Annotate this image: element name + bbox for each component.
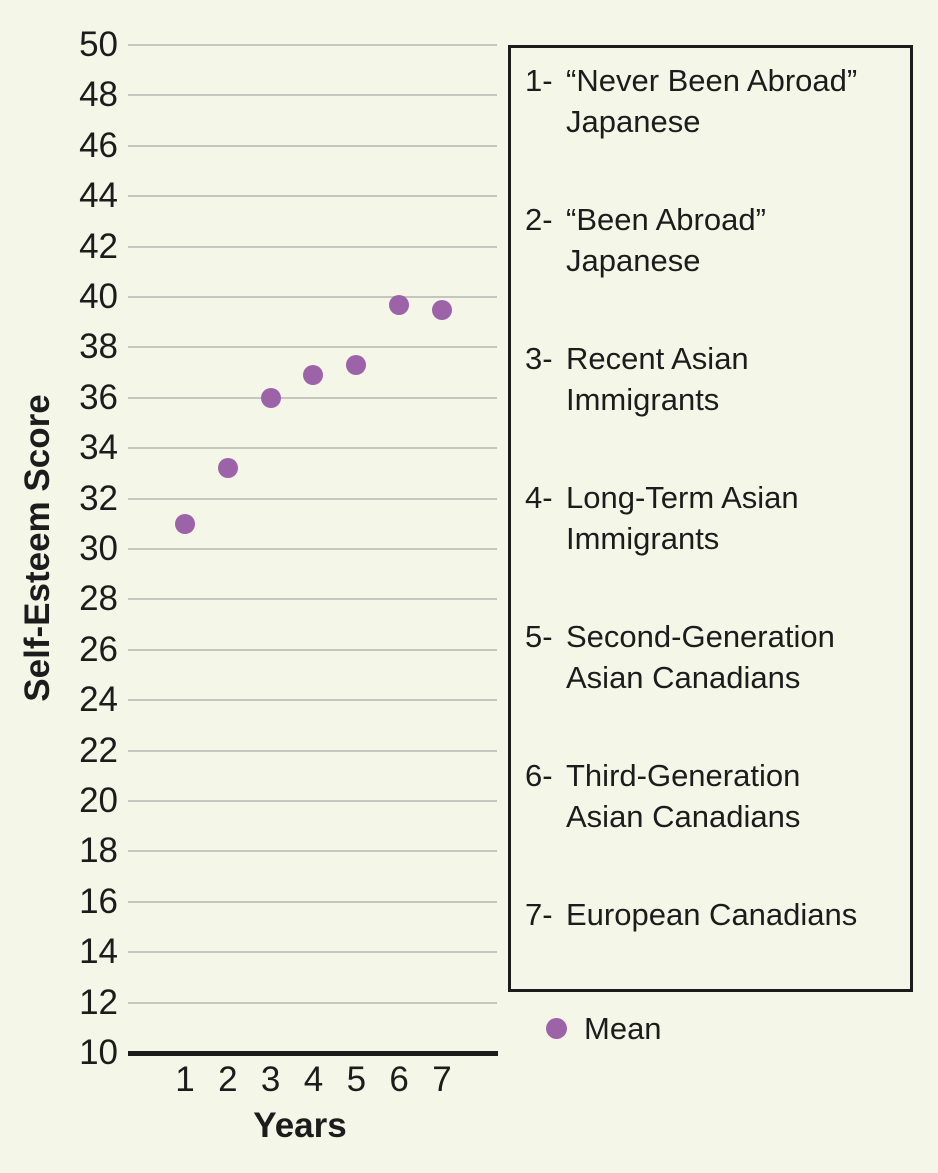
y-tick-label: 26 — [79, 629, 118, 669]
legend-item-text: “Never Been Abroad” Japanese — [566, 60, 857, 142]
legend-item-number: 6- — [525, 758, 553, 793]
y-tick-label: 50 — [79, 25, 118, 64]
x-tick-label: 7 — [432, 1060, 452, 1099]
gridline — [128, 447, 497, 450]
legend-item-line1: Second-Generation — [566, 619, 835, 654]
data-point-2 — [217, 458, 238, 479]
legend-item-text: Third-Generation Asian Canadians — [566, 755, 800, 837]
gridline — [128, 1001, 497, 1004]
gridline — [128, 850, 497, 853]
y-tick-label: 28 — [79, 579, 118, 619]
gridline — [128, 497, 497, 500]
legend-item-2: 2- “Been Abroad” Japanese — [525, 199, 902, 281]
legend-item-3: 3- Recent Asian Immigrants — [525, 338, 902, 420]
x-tick-label: 1 — [175, 1060, 195, 1099]
gridline — [128, 951, 497, 954]
gridline — [128, 346, 497, 349]
y-tick-label: 12 — [79, 982, 118, 1022]
legend-item-1: 1- “Never Been Abroad” Japanese — [525, 60, 902, 142]
gridline — [128, 94, 497, 97]
y-tick-label: 40 — [79, 277, 118, 316]
legend-item-number: 3- — [525, 341, 553, 376]
series-legend-label: Mean — [584, 1011, 662, 1046]
y-tick-label: 16 — [79, 881, 118, 921]
gridline — [128, 195, 497, 198]
gridline — [128, 44, 497, 46]
legend-item-text: European Canadians — [566, 894, 857, 935]
gridline — [128, 144, 497, 147]
y-tick-label: 38 — [79, 327, 118, 367]
x-tick-label: 6 — [389, 1060, 409, 1099]
series-legend: Mean — [546, 1008, 662, 1049]
y-tick-label: 48 — [79, 75, 118, 115]
gridline — [128, 648, 497, 651]
gridline — [128, 900, 497, 903]
y-tick-label: 22 — [79, 730, 118, 770]
x-tick-label: 4 — [303, 1060, 324, 1099]
y-tick-label: 42 — [79, 226, 118, 266]
y-tick-label: 18 — [79, 831, 118, 871]
legend-item-line2: Asian Canadians — [566, 660, 801, 695]
legend-item-text: Long-Term Asian Immigrants — [566, 477, 799, 559]
y-tick-label: 46 — [79, 125, 118, 165]
gridline — [128, 598, 497, 601]
gridline — [128, 749, 497, 752]
data-point-3 — [260, 387, 281, 408]
legend-item-5: 5- Second-Generation Asian Canadians — [525, 616, 902, 698]
y-tick-label: 24 — [79, 680, 118, 720]
y-tick-label: 32 — [79, 478, 118, 518]
legend-item-line2: Japanese — [566, 104, 701, 139]
x-tick-label: 3 — [260, 1060, 281, 1099]
legend-item-line1: Long-Term Asian — [566, 480, 799, 515]
gridline — [128, 296, 497, 298]
gridline — [128, 800, 497, 802]
gridline — [128, 699, 497, 702]
legend-item-text: “Been Abroad” Japanese — [566, 199, 766, 281]
legend-item-line1: Third-Generation — [566, 758, 801, 793]
legend-item-text: Second-Generation Asian Canadians — [566, 616, 835, 698]
legend-item-4: 4- Long-Term Asian Immigrants — [525, 477, 902, 559]
y-tick-label: 10 — [79, 1033, 118, 1072]
legend-item-line1: European Canadians — [566, 897, 858, 932]
y-tick-label: 20 — [79, 781, 118, 820]
legend-item-line2: Immigrants — [566, 382, 720, 417]
gridline — [128, 548, 497, 550]
legend-item-number: 7- — [525, 897, 553, 932]
gridline — [128, 245, 497, 248]
legend-item-line2: Immigrants — [566, 521, 720, 556]
legend-item-number: 4- — [525, 480, 553, 515]
y-tick-label: 36 — [79, 377, 118, 417]
legend-item-number: 2- — [525, 202, 553, 237]
legend-item-6: 6- Third-Generation Asian Canadians — [525, 755, 902, 837]
x-axis-title: Years — [253, 1106, 347, 1145]
legend-item-line2: Japanese — [566, 243, 701, 278]
data-point-5 — [346, 355, 367, 376]
data-point-4 — [303, 365, 324, 386]
legend-item-number: 1- — [525, 63, 553, 98]
legend-item-text: Recent Asian Immigrants — [566, 338, 749, 420]
gridline — [128, 396, 497, 399]
data-point-1 — [175, 513, 195, 534]
legend-item-7: 7- European Canadians — [525, 894, 902, 935]
legend-item-line1: “Been Abroad” — [566, 202, 766, 237]
data-point-6 — [389, 294, 410, 315]
legend-box: 1- “Never Been Abroad” Japanese 2- “Been… — [508, 45, 913, 992]
data-point-7 — [431, 299, 452, 320]
legend-item-line1: “Never Been Abroad” — [566, 63, 858, 98]
x-axis-line — [128, 1051, 498, 1056]
x-tick-label: 2 — [218, 1060, 238, 1099]
x-tick-label: 5 — [346, 1060, 367, 1099]
legend-item-number: 5- — [525, 619, 553, 654]
y-tick-label: 14 — [79, 932, 118, 972]
y-tick-label: 34 — [79, 428, 118, 468]
legend-item-line2: Asian Canadians — [566, 799, 801, 834]
y-tick-label: 44 — [79, 176, 118, 216]
y-tick-label: 30 — [79, 529, 118, 568]
legend-item-line1: Recent Asian — [566, 341, 749, 376]
mean-marker-icon — [546, 1018, 567, 1039]
